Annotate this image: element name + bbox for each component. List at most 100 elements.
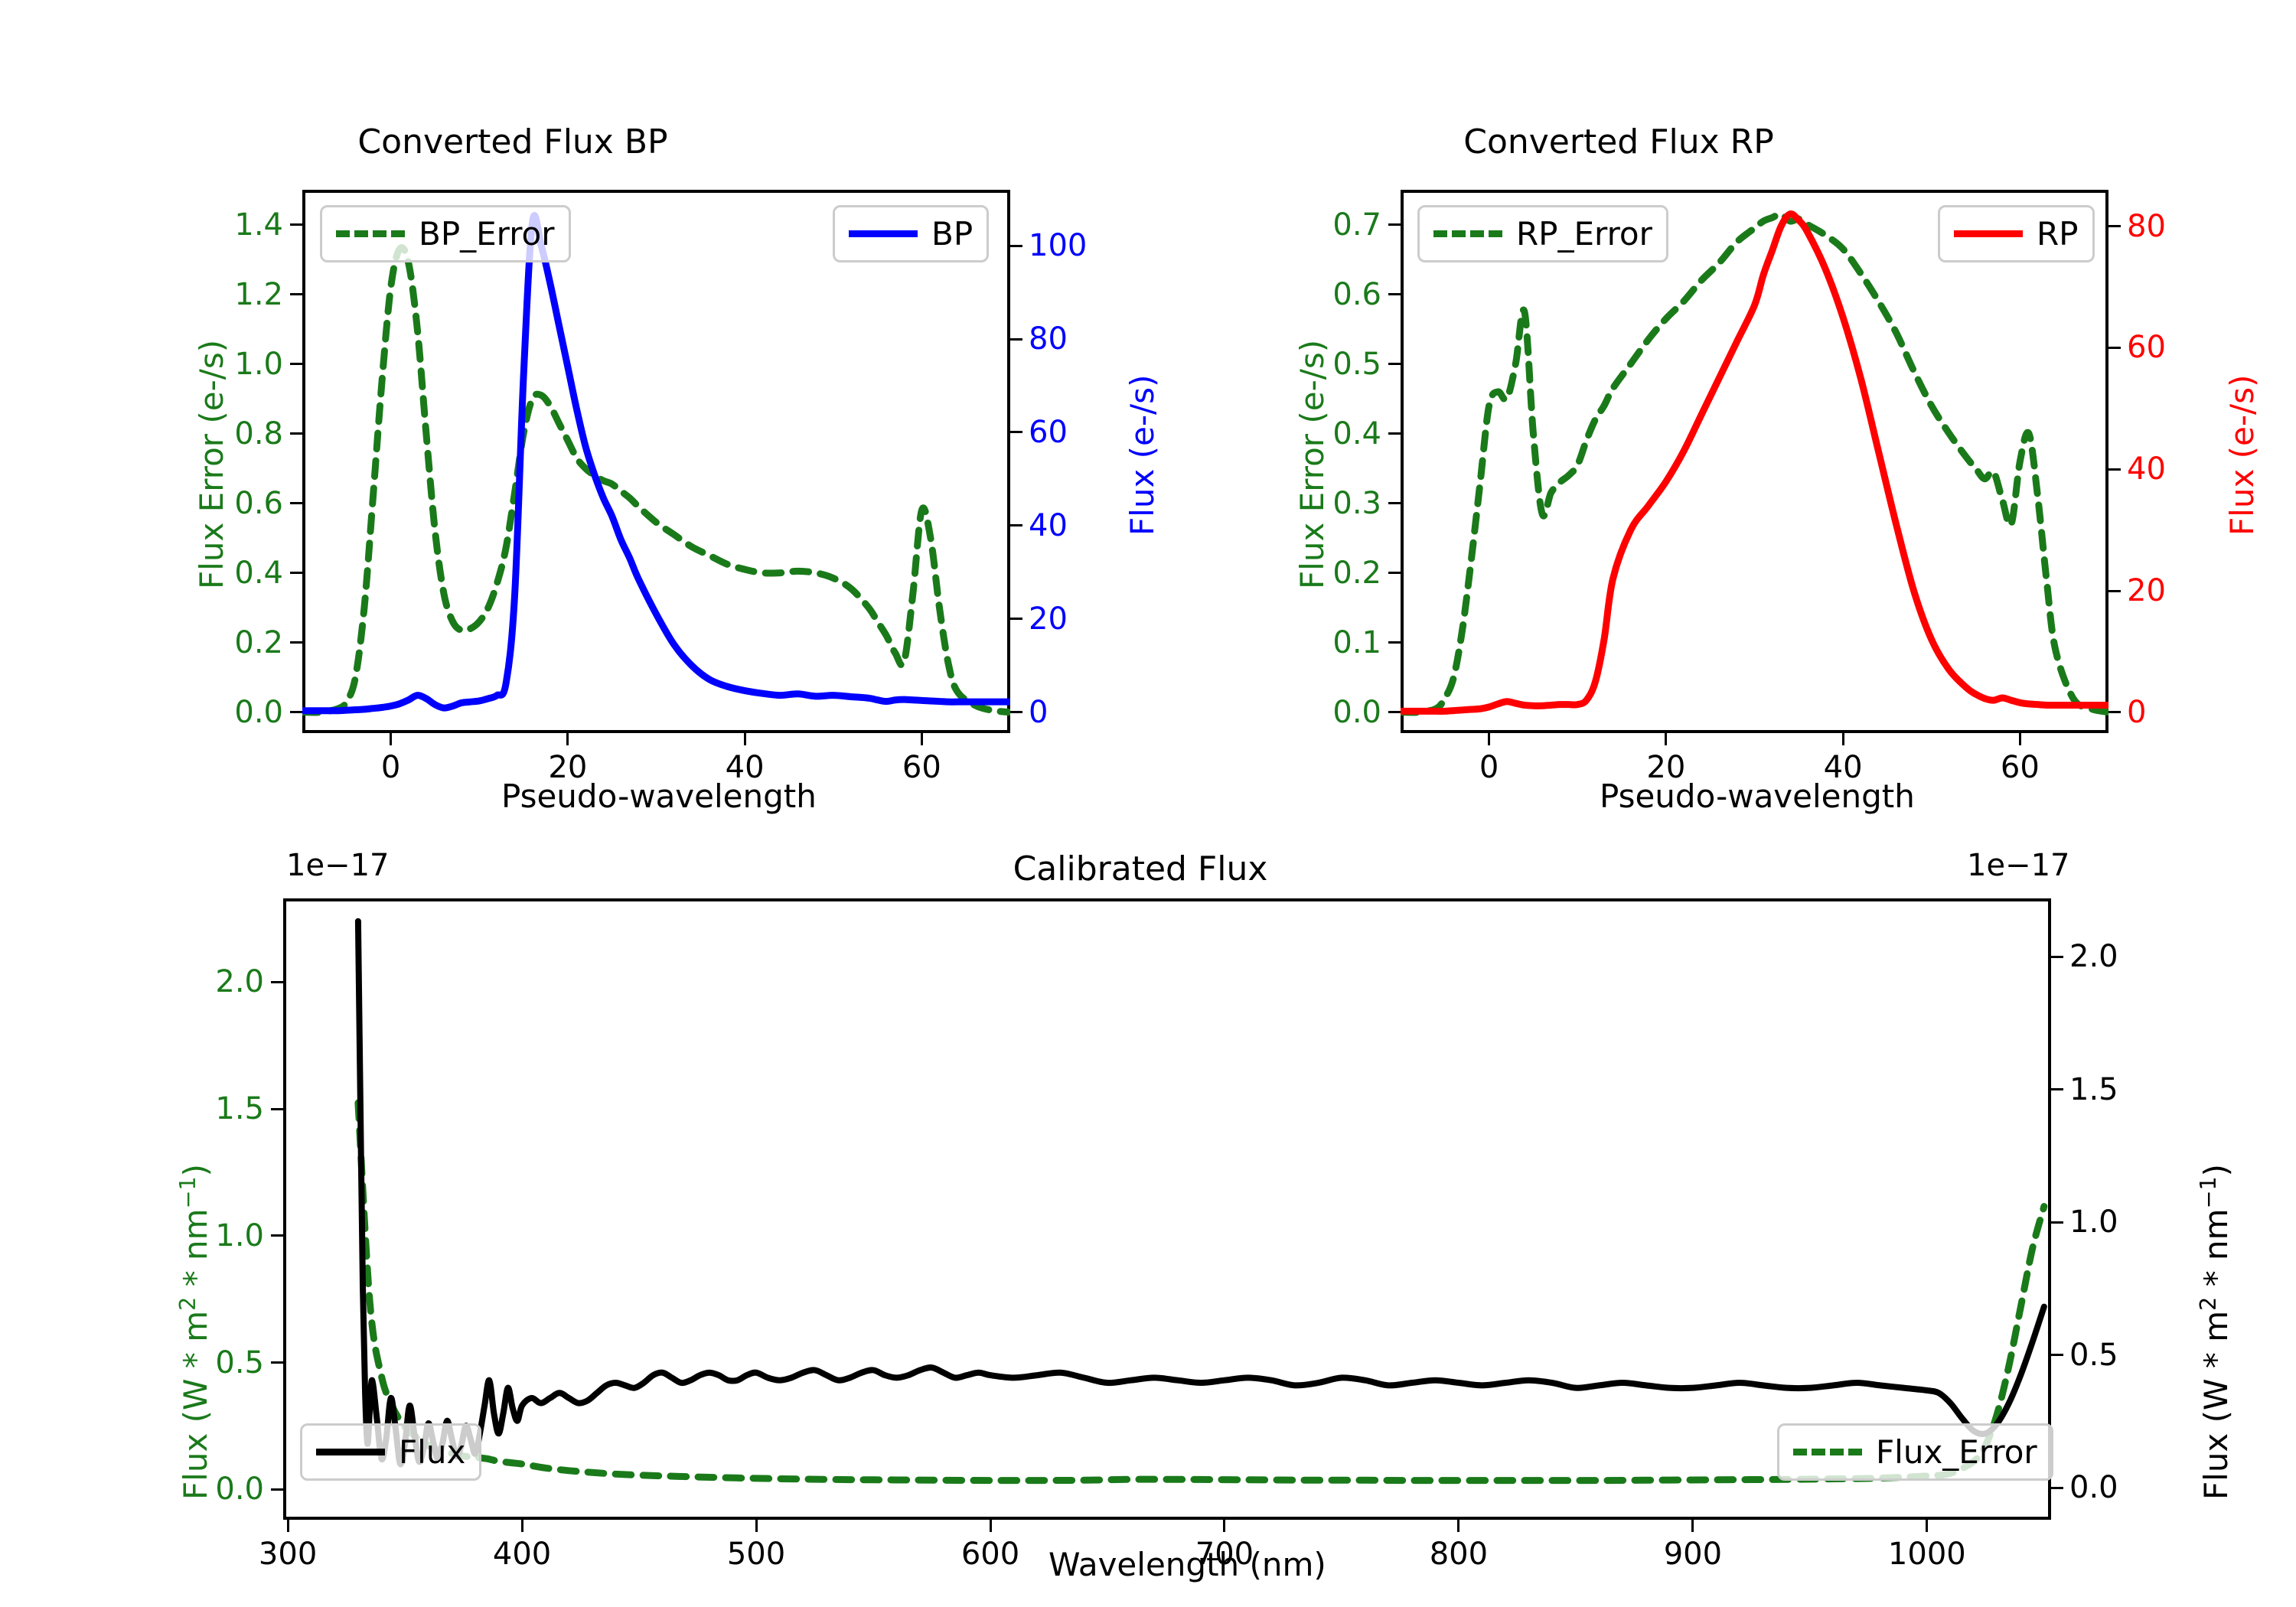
bp-x-tick-label: 0 bbox=[380, 750, 401, 785]
bp-left-y-tick-mark bbox=[290, 641, 302, 644]
rp-right-y-tick-mark bbox=[2108, 468, 2121, 471]
flux-curve bbox=[354, 918, 2047, 1468]
rp-right-axis-label: Flux (e-/s) bbox=[2223, 374, 2261, 536]
panel-calibrated-flux: Calibrated Flux 1e−17 1e−17 Flux (W * m2… bbox=[0, 826, 2296, 1607]
rp-right-y-tick-label: 40 bbox=[2127, 451, 2166, 487]
cal-left-y-tick-mark bbox=[271, 980, 283, 983]
bp-x-tick-label: 40 bbox=[725, 750, 765, 785]
rp-left-y-tick-mark bbox=[1388, 502, 1401, 505]
rp-left-y-tick-label: 0.0 bbox=[1332, 694, 1381, 730]
flux-error-legend[interactable]: Flux_Error bbox=[1777, 1423, 2053, 1481]
cal-left-axis-label-sup2: −1 bbox=[174, 1176, 201, 1209]
bp-x-tick-label: 20 bbox=[548, 750, 588, 785]
bp-error-curve bbox=[302, 244, 1010, 716]
cal-left-y-tick-mark bbox=[271, 1234, 283, 1237]
cal-right-y-tick-mark bbox=[2051, 1088, 2063, 1091]
flux-error-legend-swatch bbox=[1793, 1449, 1862, 1455]
rp-right-y-tick-mark bbox=[2108, 346, 2121, 349]
rp-x-tick-label: 60 bbox=[2000, 750, 2040, 785]
bp-legend[interactable]: BP bbox=[833, 205, 990, 262]
rp-error-legend[interactable]: RP_Error bbox=[1417, 205, 1668, 262]
bp-left-y-tick-mark bbox=[290, 223, 302, 226]
bp-right-y-tick-label: 100 bbox=[1029, 228, 1088, 264]
cal-x-tick-mark bbox=[989, 1520, 992, 1532]
bp-left-y-tick-label: 0.2 bbox=[234, 624, 283, 660]
cal-x-tick-mark bbox=[1223, 1520, 1226, 1532]
cal-right-y-tick-mark bbox=[2051, 1221, 2063, 1224]
cal-x-tick-label: 800 bbox=[1429, 1537, 1489, 1572]
bp-right-y-tick-label: 40 bbox=[1029, 507, 1068, 543]
rp-left-y-tick-mark bbox=[1388, 432, 1401, 435]
bp-left-y-tick-mark bbox=[290, 363, 302, 366]
rp-x-tick-label: 40 bbox=[1823, 750, 1863, 785]
rp-plot-area bbox=[1401, 210, 2108, 716]
flux-legend[interactable]: Flux bbox=[300, 1423, 482, 1481]
rp-left-y-tick-label: 0.2 bbox=[1332, 555, 1381, 591]
cal-left-y-tick-label: 1.5 bbox=[215, 1091, 264, 1127]
rp-left-y-tick-mark bbox=[1388, 363, 1401, 366]
bp-x-tick-label: 60 bbox=[902, 750, 941, 785]
rp-left-y-tick-label: 0.7 bbox=[1332, 207, 1381, 243]
flux-error-legend-label: Flux_Error bbox=[1876, 1433, 2037, 1471]
cal-x-tick-mark bbox=[1457, 1520, 1460, 1532]
bp-error-legend-swatch bbox=[336, 230, 405, 237]
cal-right-axis-label-sup2: −1 bbox=[2195, 1176, 2221, 1209]
rp-x-tick-mark bbox=[1488, 733, 1491, 745]
rp-left-y-tick-mark bbox=[1388, 223, 1401, 226]
rp-curve bbox=[1401, 210, 2108, 715]
flux-legend-swatch bbox=[316, 1449, 385, 1455]
rp-x-tick-mark bbox=[1841, 733, 1844, 745]
cal-right-axis-label-suffix: ) bbox=[2197, 1163, 2235, 1177]
bp-axes-frame bbox=[302, 190, 1010, 733]
cal-right-y-tick-mark bbox=[2051, 1354, 2063, 1357]
rp-left-y-tick-label: 0.6 bbox=[1332, 276, 1381, 312]
bp-right-y-tick-label: 20 bbox=[1029, 601, 1068, 637]
rp-legend-label: RP bbox=[2037, 215, 2079, 253]
rp-left-y-tick-mark bbox=[1388, 711, 1401, 714]
bp-x-tick-mark bbox=[743, 733, 746, 745]
bp-left-y-tick-mark bbox=[290, 293, 302, 296]
rp-left-y-tick-label: 0.4 bbox=[1332, 416, 1381, 451]
cal-left-offset-text: 1e−17 bbox=[286, 848, 390, 883]
cal-left-y-tick-mark bbox=[271, 1488, 283, 1491]
rp-right-y-tick-label: 80 bbox=[2127, 208, 2166, 244]
cal-axes-frame bbox=[283, 898, 2051, 1520]
cal-plot-area bbox=[354, 918, 2048, 1485]
rp-x-tick-label: 0 bbox=[1479, 750, 1499, 785]
bp-x-tick-mark bbox=[920, 733, 923, 745]
cal-x-tick-label: 500 bbox=[726, 1537, 786, 1572]
cal-x-tick-label: 900 bbox=[1663, 1537, 1723, 1572]
bp-left-y-tick-label: 1.2 bbox=[234, 276, 283, 312]
bp-left-y-tick-mark bbox=[290, 711, 302, 714]
bp-error-legend[interactable]: BP_Error bbox=[320, 205, 571, 262]
panel-converted-flux-bp: Converted Flux BP Flux Error (e-/s) Flux… bbox=[0, 0, 1161, 826]
bp-right-y-tick-label: 80 bbox=[1029, 321, 1068, 357]
rp-right-y-tick-mark bbox=[2108, 711, 2121, 714]
cal-x-tick-mark bbox=[520, 1520, 523, 1532]
bp-right-y-tick-label: 60 bbox=[1029, 414, 1068, 450]
bp-right-y-tick-mark bbox=[1010, 244, 1022, 247]
cal-x-tick-label: 1000 bbox=[1887, 1537, 1966, 1572]
cal-right-axis-label-sup1: 2 bbox=[2195, 1296, 2221, 1311]
rp-error-legend-swatch bbox=[1433, 230, 1502, 237]
rp-legend-swatch bbox=[1954, 230, 2023, 237]
bp-error-legend-label: BP_Error bbox=[419, 215, 555, 253]
bp-x-tick-mark bbox=[390, 733, 393, 745]
bp-left-y-tick-label: 0.6 bbox=[234, 485, 283, 521]
rp-panel-title: Converted Flux RP bbox=[1463, 122, 1774, 161]
cal-right-y-tick-label: 1.0 bbox=[2069, 1204, 2118, 1240]
rp-right-y-tick-label: 0 bbox=[2127, 694, 2147, 730]
rp-legend[interactable]: RP bbox=[1938, 205, 2095, 262]
rp-left-y-tick-mark bbox=[1388, 641, 1401, 644]
cal-left-y-tick-mark bbox=[271, 1107, 283, 1110]
cal-right-y-tick-label: 2.0 bbox=[2069, 939, 2118, 975]
rp-left-y-tick-mark bbox=[1388, 572, 1401, 575]
cal-left-axis-label-suffix: ) bbox=[177, 1163, 214, 1177]
cal-right-axis-label-mid: * nm bbox=[2197, 1208, 2235, 1297]
cal-x-axis-label: Wavelength (nm) bbox=[1049, 1546, 1326, 1583]
cal-right-offset-text: 1e−17 bbox=[1967, 848, 2070, 883]
rp-x-tick-mark bbox=[1665, 733, 1668, 745]
cal-x-tick-mark bbox=[1926, 1520, 1929, 1532]
cal-x-tick-mark bbox=[755, 1520, 758, 1532]
cal-left-y-tick-label: 0.0 bbox=[215, 1472, 264, 1508]
